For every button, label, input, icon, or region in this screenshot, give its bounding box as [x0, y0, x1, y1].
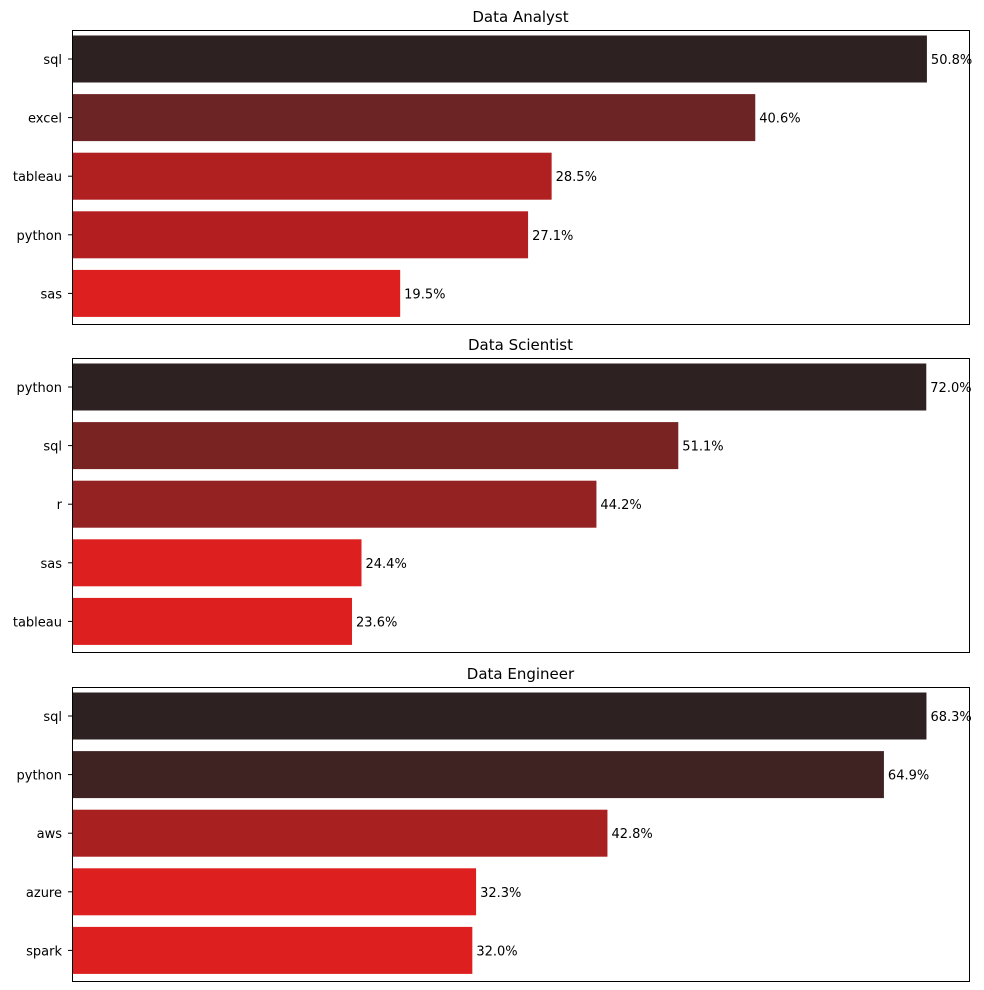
data-label-python: 72.0%: [930, 381, 971, 396]
bar-r: [72, 480, 597, 528]
data-label-excel: 40.6%: [759, 112, 800, 127]
panel-data-scientist: Data Scientist python 72.0% sql 51.1% r 44.2% s…: [13, 336, 972, 653]
axes-frame: [72, 687, 970, 982]
data-label-sas: 24.4%: [366, 557, 407, 572]
y-tick-label-sql: sql: [43, 440, 62, 455]
bar-tableau: [72, 597, 353, 645]
panel-title: Data Analyst: [472, 8, 568, 26]
panel-data-analyst: Data Analyst sql 50.8% excel 40.6% tableau 28.…: [13, 8, 972, 325]
data-label-tableau: 28.5%: [556, 170, 597, 185]
data-label-python: 27.1%: [532, 229, 573, 244]
panel-data-engineer: Data Engineer sql 68.3% python 64.9% aws 42.8%…: [17, 665, 972, 982]
panel-title: Data Engineer: [467, 665, 575, 683]
y-tick-label-python: python: [17, 229, 62, 244]
data-label-tableau: 23.6%: [356, 615, 397, 630]
y-tick-label-sas: sas: [40, 287, 62, 302]
y-tick-label-sql: sql: [43, 710, 62, 725]
y-tick-label-tableau: tableau: [13, 170, 62, 185]
y-tick-label-sql: sql: [43, 53, 62, 68]
bar-sql: [72, 35, 927, 83]
bar-spark: [72, 926, 473, 974]
y-tick-label-spark: spark: [26, 944, 62, 959]
y-tick-label-tableau: tableau: [13, 615, 62, 630]
bar-excel: [72, 94, 756, 142]
axes-frame: [72, 358, 970, 653]
bar-python: [72, 751, 884, 799]
bar-sql: [72, 692, 927, 740]
y-tick-label-r: r: [57, 498, 63, 513]
bar-sas: [72, 539, 362, 587]
panel-title: Data Scientist: [468, 336, 573, 354]
bar-python: [72, 363, 927, 411]
bar-python: [72, 211, 529, 259]
y-tick-label-python: python: [17, 769, 62, 784]
data-label-spark: 32.0%: [476, 944, 517, 959]
bar-azure: [72, 868, 477, 916]
data-label-sql: 51.1%: [682, 440, 723, 455]
data-label-python: 64.9%: [888, 769, 929, 784]
bar-sql: [72, 422, 679, 470]
data-label-r: 44.2%: [600, 498, 641, 513]
bar-sas: [72, 269, 401, 317]
data-label-sql: 68.3%: [930, 710, 971, 725]
y-tick-label-sas: sas: [40, 557, 62, 572]
bar-aws: [72, 809, 608, 857]
data-label-azure: 32.3%: [480, 886, 521, 901]
bar-tableau: [72, 152, 552, 200]
data-label-aws: 42.8%: [611, 827, 652, 842]
axes-frame: [72, 30, 970, 325]
data-label-sas: 19.5%: [404, 287, 445, 302]
y-tick-label-azure: azure: [26, 886, 62, 901]
data-label-sql: 50.8%: [931, 53, 972, 68]
y-tick-label-python: python: [17, 381, 62, 396]
y-tick-label-excel: excel: [28, 112, 62, 127]
y-tick-label-aws: aws: [37, 827, 63, 842]
